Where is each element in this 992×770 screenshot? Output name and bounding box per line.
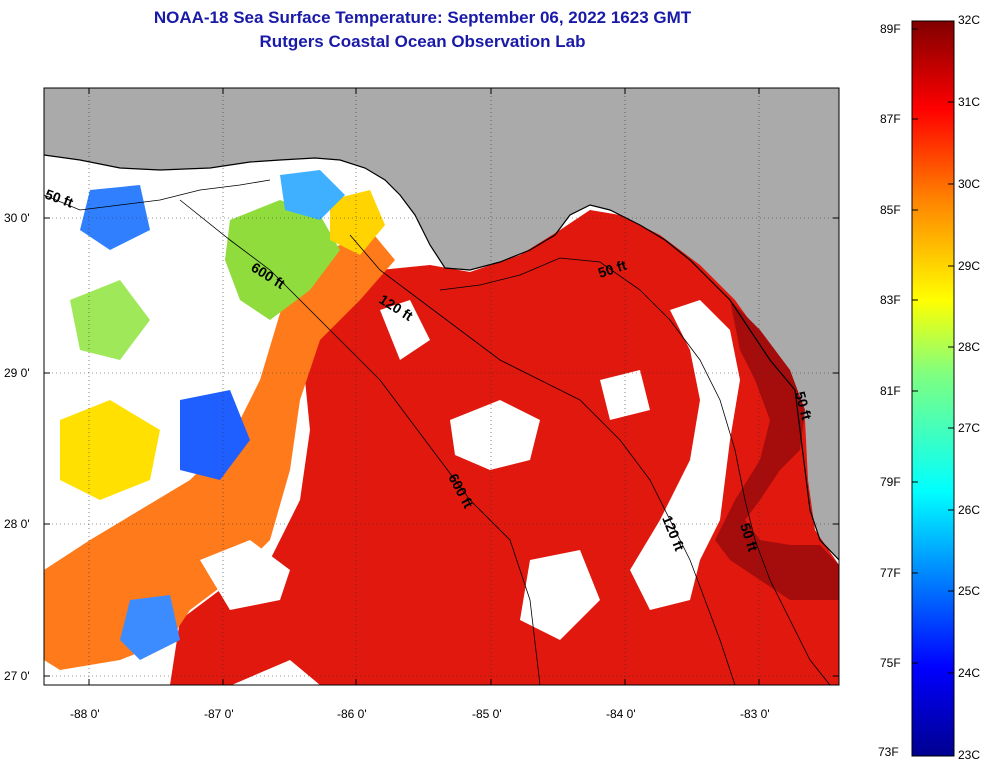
coastline [44, 154, 839, 561]
isobath-50ft-west [44, 179, 271, 211]
land-mass [44, 88, 839, 560]
cb-c-26: 26C [958, 503, 981, 517]
cloud-gap-6 [150, 250, 220, 330]
cb-c-28: 28C [958, 340, 981, 354]
lat-label-27: 27 0' [4, 669, 30, 683]
cool-water-patch-7 [120, 595, 180, 660]
cool-water-patch-6 [60, 400, 160, 500]
cool-water-patch-4 [180, 390, 250, 480]
axis-ticks [44, 88, 839, 685]
cb-f-85: 85F [880, 203, 901, 217]
cb-c-30: 30C [958, 177, 981, 191]
cloud-gap-8 [600, 370, 650, 420]
cool-water-patch-1 [225, 200, 340, 320]
lat-label-28: 28 0' [4, 517, 30, 531]
cb-c-32: 32C [958, 13, 981, 27]
cb-c-25: 25C [958, 584, 981, 598]
lat-label-29: 29 0' [4, 366, 30, 380]
map-title: NOAA-18 Sea Surface Temperature: Septemb… [153, 8, 692, 27]
lon-label-83: -83 0' [740, 707, 770, 721]
transition-zone [44, 230, 395, 670]
cloud-gap-1 [630, 300, 740, 610]
cool-water-patch-2 [330, 190, 385, 255]
cloud-gap-5 [44, 220, 70, 310]
lon-label-88: -88 0' [70, 707, 100, 721]
graticule [44, 88, 839, 685]
cb-f-87: 87F [880, 112, 901, 126]
cloud-gap-9 [231, 660, 320, 685]
cloud-gap-3 [200, 540, 290, 610]
cloud-gap-7 [380, 300, 430, 360]
cb-f-83: 83F [880, 293, 901, 307]
lon-label-86: -86 0' [337, 707, 367, 721]
cb-c-24: 24C [958, 666, 981, 680]
cool-water-patch-3 [280, 170, 345, 220]
nearshore-hot-water [715, 300, 839, 600]
colorbar-ticks [912, 28, 954, 674]
lat-label-30: 30 0' [4, 211, 30, 225]
map-subtitle: Rutgers Coastal Ocean Observation Lab [259, 32, 586, 51]
cb-c-27: 27C [958, 421, 981, 435]
isobath-label-50ft-northeast: 50 ft [792, 390, 815, 422]
cb-f-75: 75F [880, 656, 901, 670]
isobath-50ft-east [439, 257, 831, 685]
cb-f-73: 73F [878, 745, 899, 759]
cool-water-patch-8 [70, 280, 150, 360]
isobath-120ft [349, 234, 736, 685]
cb-f-77: 77F [880, 566, 901, 580]
lon-label-85: -85 0' [472, 707, 502, 721]
cb-c-31: 31C [958, 95, 981, 109]
lon-label-84: -84 0' [606, 707, 636, 721]
cb-f-89: 89F [880, 22, 901, 36]
isobath-600ft [179, 199, 541, 685]
lon-label-87: -87 0' [204, 707, 234, 721]
cloud-gap-4 [520, 550, 600, 640]
cool-water-patch-5 [80, 185, 150, 250]
colorbar [911, 20, 955, 757]
cb-f-79: 79F [880, 475, 901, 489]
cb-c-29: 29C [958, 259, 981, 273]
cb-f-81: 81F [880, 384, 901, 398]
cloud-gap-2 [450, 400, 540, 470]
cb-c-23: 23C [958, 748, 981, 762]
